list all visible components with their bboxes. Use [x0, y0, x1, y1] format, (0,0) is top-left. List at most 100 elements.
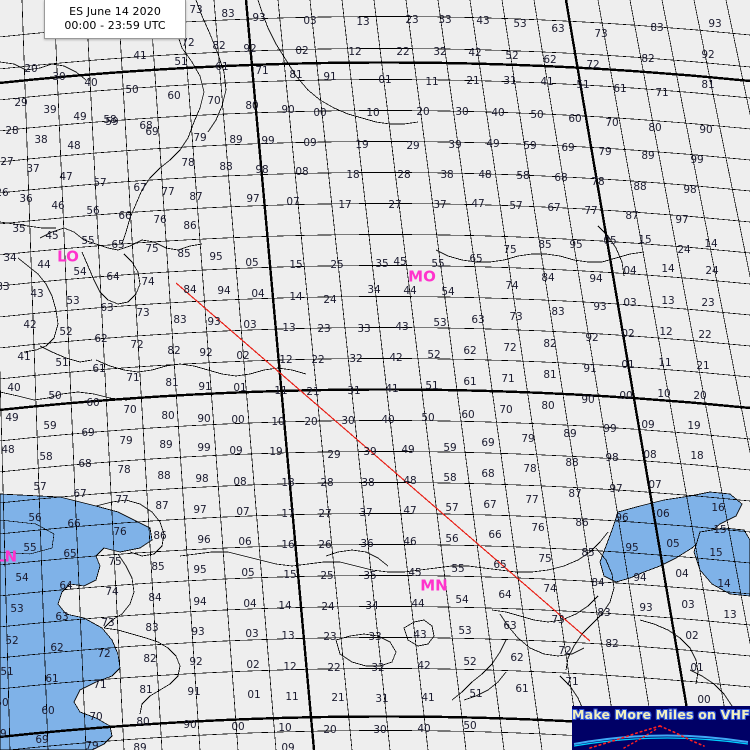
grid-square-label: 99: [261, 135, 274, 147]
grid-square-label: 83: [551, 306, 564, 318]
grid-square-label: 58: [516, 170, 529, 182]
grid-square-label: 41: [385, 383, 398, 395]
grid-square-label: 69: [35, 734, 48, 746]
grid-square-label: 88: [157, 470, 170, 482]
grid-square-label: 63: [551, 23, 564, 35]
grid-square-label: 81: [139, 684, 152, 696]
grid-square-label: 09: [229, 445, 242, 457]
grid-square-label: 40: [491, 107, 504, 119]
grid-square-label: 87: [568, 488, 581, 500]
grid-square-label: 73: [189, 4, 202, 16]
grid-square-label: 03: [303, 15, 316, 27]
grid-square-label: 17: [338, 199, 351, 211]
grid-square-label: 62: [463, 345, 476, 357]
grid-square-label: 44: [411, 598, 425, 610]
title-date: ES June 14 2020: [69, 5, 161, 18]
grid-square-label: 34: [367, 284, 381, 296]
grid-square-label: 47: [471, 198, 484, 210]
grid-square-label: 75: [108, 556, 121, 568]
grid-square-label: 56: [445, 533, 459, 545]
grid-square-label: 92: [701, 49, 714, 61]
grid-square-label: 57: [93, 177, 106, 189]
grid-square-label: 59: [523, 140, 536, 152]
grid-square-label: 63: [100, 302, 113, 314]
grid-square-label: 71: [565, 676, 578, 688]
grid-square-label: 10: [271, 416, 284, 428]
grid-square-label: 71: [126, 372, 139, 384]
grid-square-label: 75: [503, 244, 516, 256]
propagation-path-line: [175, 282, 591, 642]
grid-square-label: 05: [241, 567, 254, 579]
grid-square-label: 83: [597, 607, 610, 619]
grid-square-label: 70: [207, 95, 220, 107]
grid-square-label: 14: [661, 263, 675, 275]
grid-square-label: 03: [243, 319, 256, 331]
grid-square-label: 85: [151, 561, 164, 573]
grid-square-label: 26: [318, 539, 332, 551]
grid-square-label: 47: [403, 505, 416, 517]
grid-square-label: 11: [285, 691, 298, 703]
grid-square-label: 20: [416, 106, 429, 118]
grid-square-label: 50: [421, 412, 434, 424]
grid-square-label: 78: [591, 176, 604, 188]
grid-square-label: 15: [289, 259, 302, 271]
grid-square-label: 91: [323, 71, 336, 83]
grid-square-label: 20: [693, 390, 706, 402]
grid-square-label: 01: [621, 359, 634, 371]
field-label-mn: MN: [420, 577, 447, 595]
grid-square-label: 46: [51, 200, 65, 212]
grid-square-label: 60: [568, 113, 581, 125]
grid-square-label: 04: [623, 265, 637, 277]
grid-square-label: 04: [251, 288, 265, 300]
grid-square-label: 11: [658, 357, 671, 369]
grid-square-label: 15: [713, 524, 726, 536]
grid-square-label: 89: [159, 439, 172, 451]
grid-square-label: 38: [361, 477, 374, 489]
grid-square-label: 92: [189, 656, 202, 668]
grid-square-label: 91: [198, 381, 211, 393]
grid-square-label: 93: [191, 626, 204, 638]
grid-square-label: 33: [357, 323, 370, 335]
grid-square-label: 36: [19, 193, 33, 205]
grid-square-label: 89: [641, 150, 654, 162]
grid-square-label: 13: [723, 609, 736, 621]
grid-square-label: 68: [481, 468, 494, 480]
grid-square-label: 95: [569, 239, 582, 251]
grid-square-label: 00: [313, 107, 326, 119]
grid-square-label: 79: [119, 435, 132, 447]
grid-square-label: 02: [295, 45, 308, 57]
grid-square-label: 12: [283, 661, 296, 673]
grid-square-label: 63: [471, 314, 484, 326]
grid-square-label: 72: [130, 339, 143, 351]
grid-square-label: 72: [181, 37, 194, 49]
grid-square-label: 54: [73, 266, 87, 278]
grid-square-label: 50: [125, 84, 138, 96]
grid-square-label: 10: [657, 388, 670, 400]
title-time-range: 00:00 - 23:59 UTC: [64, 19, 166, 32]
grid-square-label: 14: [704, 238, 718, 250]
grid-square-label: 90: [197, 413, 210, 425]
grid-square-label: 27: [388, 199, 401, 211]
grid-square-label: 61: [45, 673, 58, 685]
grid-square-label: 30: [373, 724, 386, 736]
grid-square-label: 39: [43, 104, 56, 116]
grid-square-label: 12: [659, 326, 672, 338]
grid-square-label: 64: [59, 580, 73, 592]
grid-square-label: 94: [633, 572, 647, 584]
grid-square-label: 54: [441, 286, 455, 298]
grid-square-label: 81: [701, 79, 714, 91]
grid-square-label: 52: [505, 50, 518, 62]
grid-square-label: 40: [7, 382, 20, 394]
grid-square-label: 31: [347, 385, 360, 397]
grid-square-label: 41: [17, 351, 30, 363]
grid-square-label: 55: [81, 235, 94, 247]
grid-square-label: 23: [317, 323, 330, 335]
grid-square-label: 24: [677, 244, 691, 256]
grid-square-label: 28: [397, 169, 410, 181]
grid-square-label: 61: [92, 363, 105, 375]
grid-square-label: 88: [565, 457, 578, 469]
grid-square-label: 48: [403, 475, 416, 487]
grid-square-label: 94: [217, 285, 231, 297]
